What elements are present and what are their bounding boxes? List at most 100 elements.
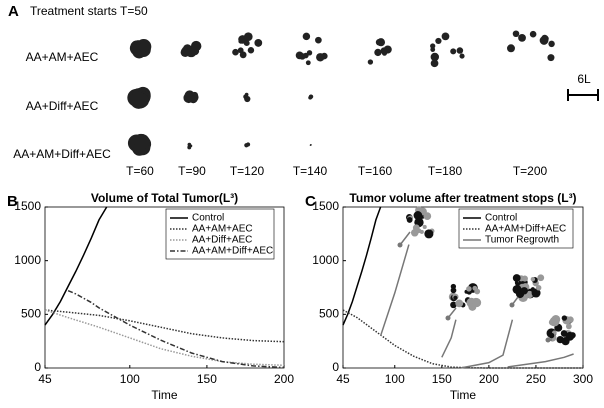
tumor-blob (547, 54, 555, 62)
tumor-blob (302, 32, 311, 41)
tumor-blob (130, 91, 148, 109)
tumor-blob (529, 30, 537, 38)
x-tick-label: 200 (479, 372, 499, 386)
panel-label: C (305, 193, 316, 210)
x-tick-label: 45 (336, 372, 350, 386)
tumor-blob (244, 95, 251, 103)
x-tick-label: 150 (432, 372, 452, 386)
x-tick-label: 200 (274, 372, 294, 386)
tumor-blob (237, 47, 244, 54)
series-line (67, 290, 285, 369)
regrowth-blob (423, 212, 432, 220)
legend-label: AA+AM+Diff+AEC (192, 246, 273, 257)
y-tick-label: 1500 (14, 199, 41, 213)
regrowth-blob (535, 285, 542, 291)
tumor-blob (374, 48, 382, 57)
chart-title: Volume of Total Tumor(L³) (91, 191, 238, 205)
tumor-blob (238, 38, 244, 44)
regrowth-blob (561, 337, 570, 346)
regrowth-blob (525, 290, 534, 299)
arrow-head (545, 337, 551, 343)
arrow-head (509, 302, 515, 308)
tumor-blob (518, 33, 526, 42)
tumor-blob (456, 47, 464, 54)
regrowth-blob (520, 287, 528, 295)
legend-label: Control (192, 213, 224, 224)
regrowth-blob (471, 297, 481, 307)
tumor-blob (375, 38, 383, 46)
scale-label: 6L (577, 72, 591, 86)
regrowth-blob (453, 295, 458, 300)
tumor-blob (430, 52, 440, 62)
regrowth-blob (549, 318, 557, 326)
time-label: T=120 (230, 164, 265, 178)
tumor-blob (299, 53, 306, 60)
x-tick-label: 100 (120, 372, 140, 386)
time-label: T=180 (428, 164, 463, 178)
regrowth-blob (455, 299, 464, 308)
legend-label: Tumor Regrowth (485, 235, 559, 246)
tumor-blob (450, 48, 457, 55)
regrowth-blob (537, 274, 545, 282)
tumor-blob (441, 32, 450, 41)
regrowth-blob (561, 315, 568, 321)
y-tick-label: 1500 (312, 199, 339, 213)
y-tick-label: 500 (319, 307, 339, 321)
tumor-blob (381, 50, 388, 56)
row-label: AA+AM+Diff+AEC (13, 147, 111, 161)
time-label: T=160 (358, 164, 393, 178)
panel-title: Treatment starts T=50 (30, 4, 148, 18)
regrowth-blob (424, 229, 434, 239)
time-label: T=90 (178, 164, 206, 178)
tumor-blob (232, 48, 239, 56)
regrowth-blob (406, 216, 413, 223)
regrowth-blob (413, 211, 423, 220)
x-axis-label: Time (450, 388, 477, 402)
series-line (44, 309, 285, 343)
chart-title: Tumor volume after treatment stops (L³) (349, 191, 576, 205)
series-line (44, 206, 108, 326)
tumor-blob (247, 47, 255, 54)
tumor-blob (548, 40, 555, 48)
tumor-blob (309, 143, 312, 146)
tumor-blob (243, 40, 250, 47)
time-label: T=200 (513, 164, 548, 178)
y-tick-label: 0 (34, 360, 41, 374)
tumor-blob (254, 39, 263, 47)
row-label: AA+Diff+AEC (26, 99, 99, 113)
panel-label: A (8, 3, 19, 20)
legend-label: AA+Diff+AEC (192, 235, 252, 246)
tumor-blob (539, 36, 549, 45)
plot-frame (44, 206, 285, 369)
series-line (44, 309, 285, 367)
series-line (342, 309, 583, 369)
x-tick-label: 250 (526, 372, 546, 386)
legend-label: AA+AM+Diff+AEC (485, 224, 566, 235)
y-tick-label: 1000 (312, 253, 339, 267)
regrowth-blob (472, 285, 478, 291)
tumor-blob (430, 43, 436, 49)
regrowth-blob (567, 316, 574, 323)
x-tick-label: 150 (197, 372, 217, 386)
regrowth-blob (530, 287, 535, 292)
panel-label: B (7, 193, 18, 210)
y-tick-label: 500 (21, 307, 41, 321)
regrowth-blob (450, 301, 457, 309)
tumor-blob (316, 53, 325, 62)
regrowth-blob (450, 287, 457, 294)
tumor-blob (308, 95, 313, 100)
tumor-blob (315, 36, 322, 44)
tumor-blob (180, 47, 190, 57)
tumor-blob (245, 144, 248, 148)
tumor-blob (190, 46, 200, 56)
x-tick-label: 300 (573, 372, 593, 386)
regrowth-blob (422, 224, 427, 230)
regrowth-blob (530, 277, 536, 282)
tumor-blob (512, 30, 520, 38)
series-line (379, 244, 574, 369)
series-line (342, 206, 382, 326)
tumor-blob (435, 37, 442, 45)
time-label: T=60 (126, 164, 154, 178)
